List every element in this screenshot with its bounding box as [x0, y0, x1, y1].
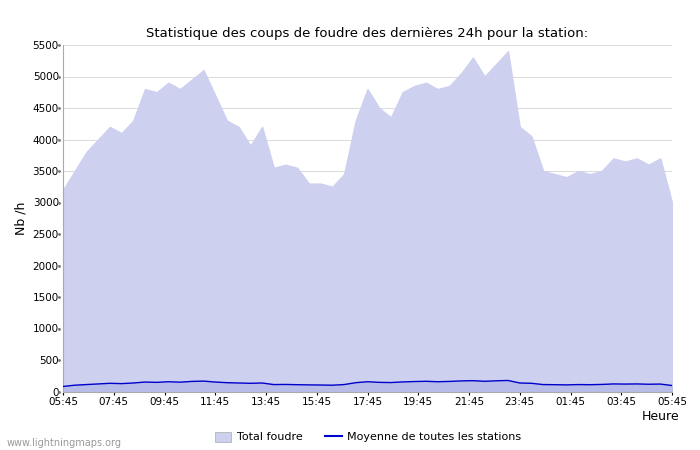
Text: www.lightningmaps.org: www.lightningmaps.org	[7, 438, 122, 448]
Text: Heure: Heure	[641, 410, 679, 423]
Y-axis label: Nb /h: Nb /h	[14, 202, 27, 235]
Title: Statistique des coups de foudre des dernières 24h pour la station:: Statistique des coups de foudre des dern…	[146, 27, 589, 40]
